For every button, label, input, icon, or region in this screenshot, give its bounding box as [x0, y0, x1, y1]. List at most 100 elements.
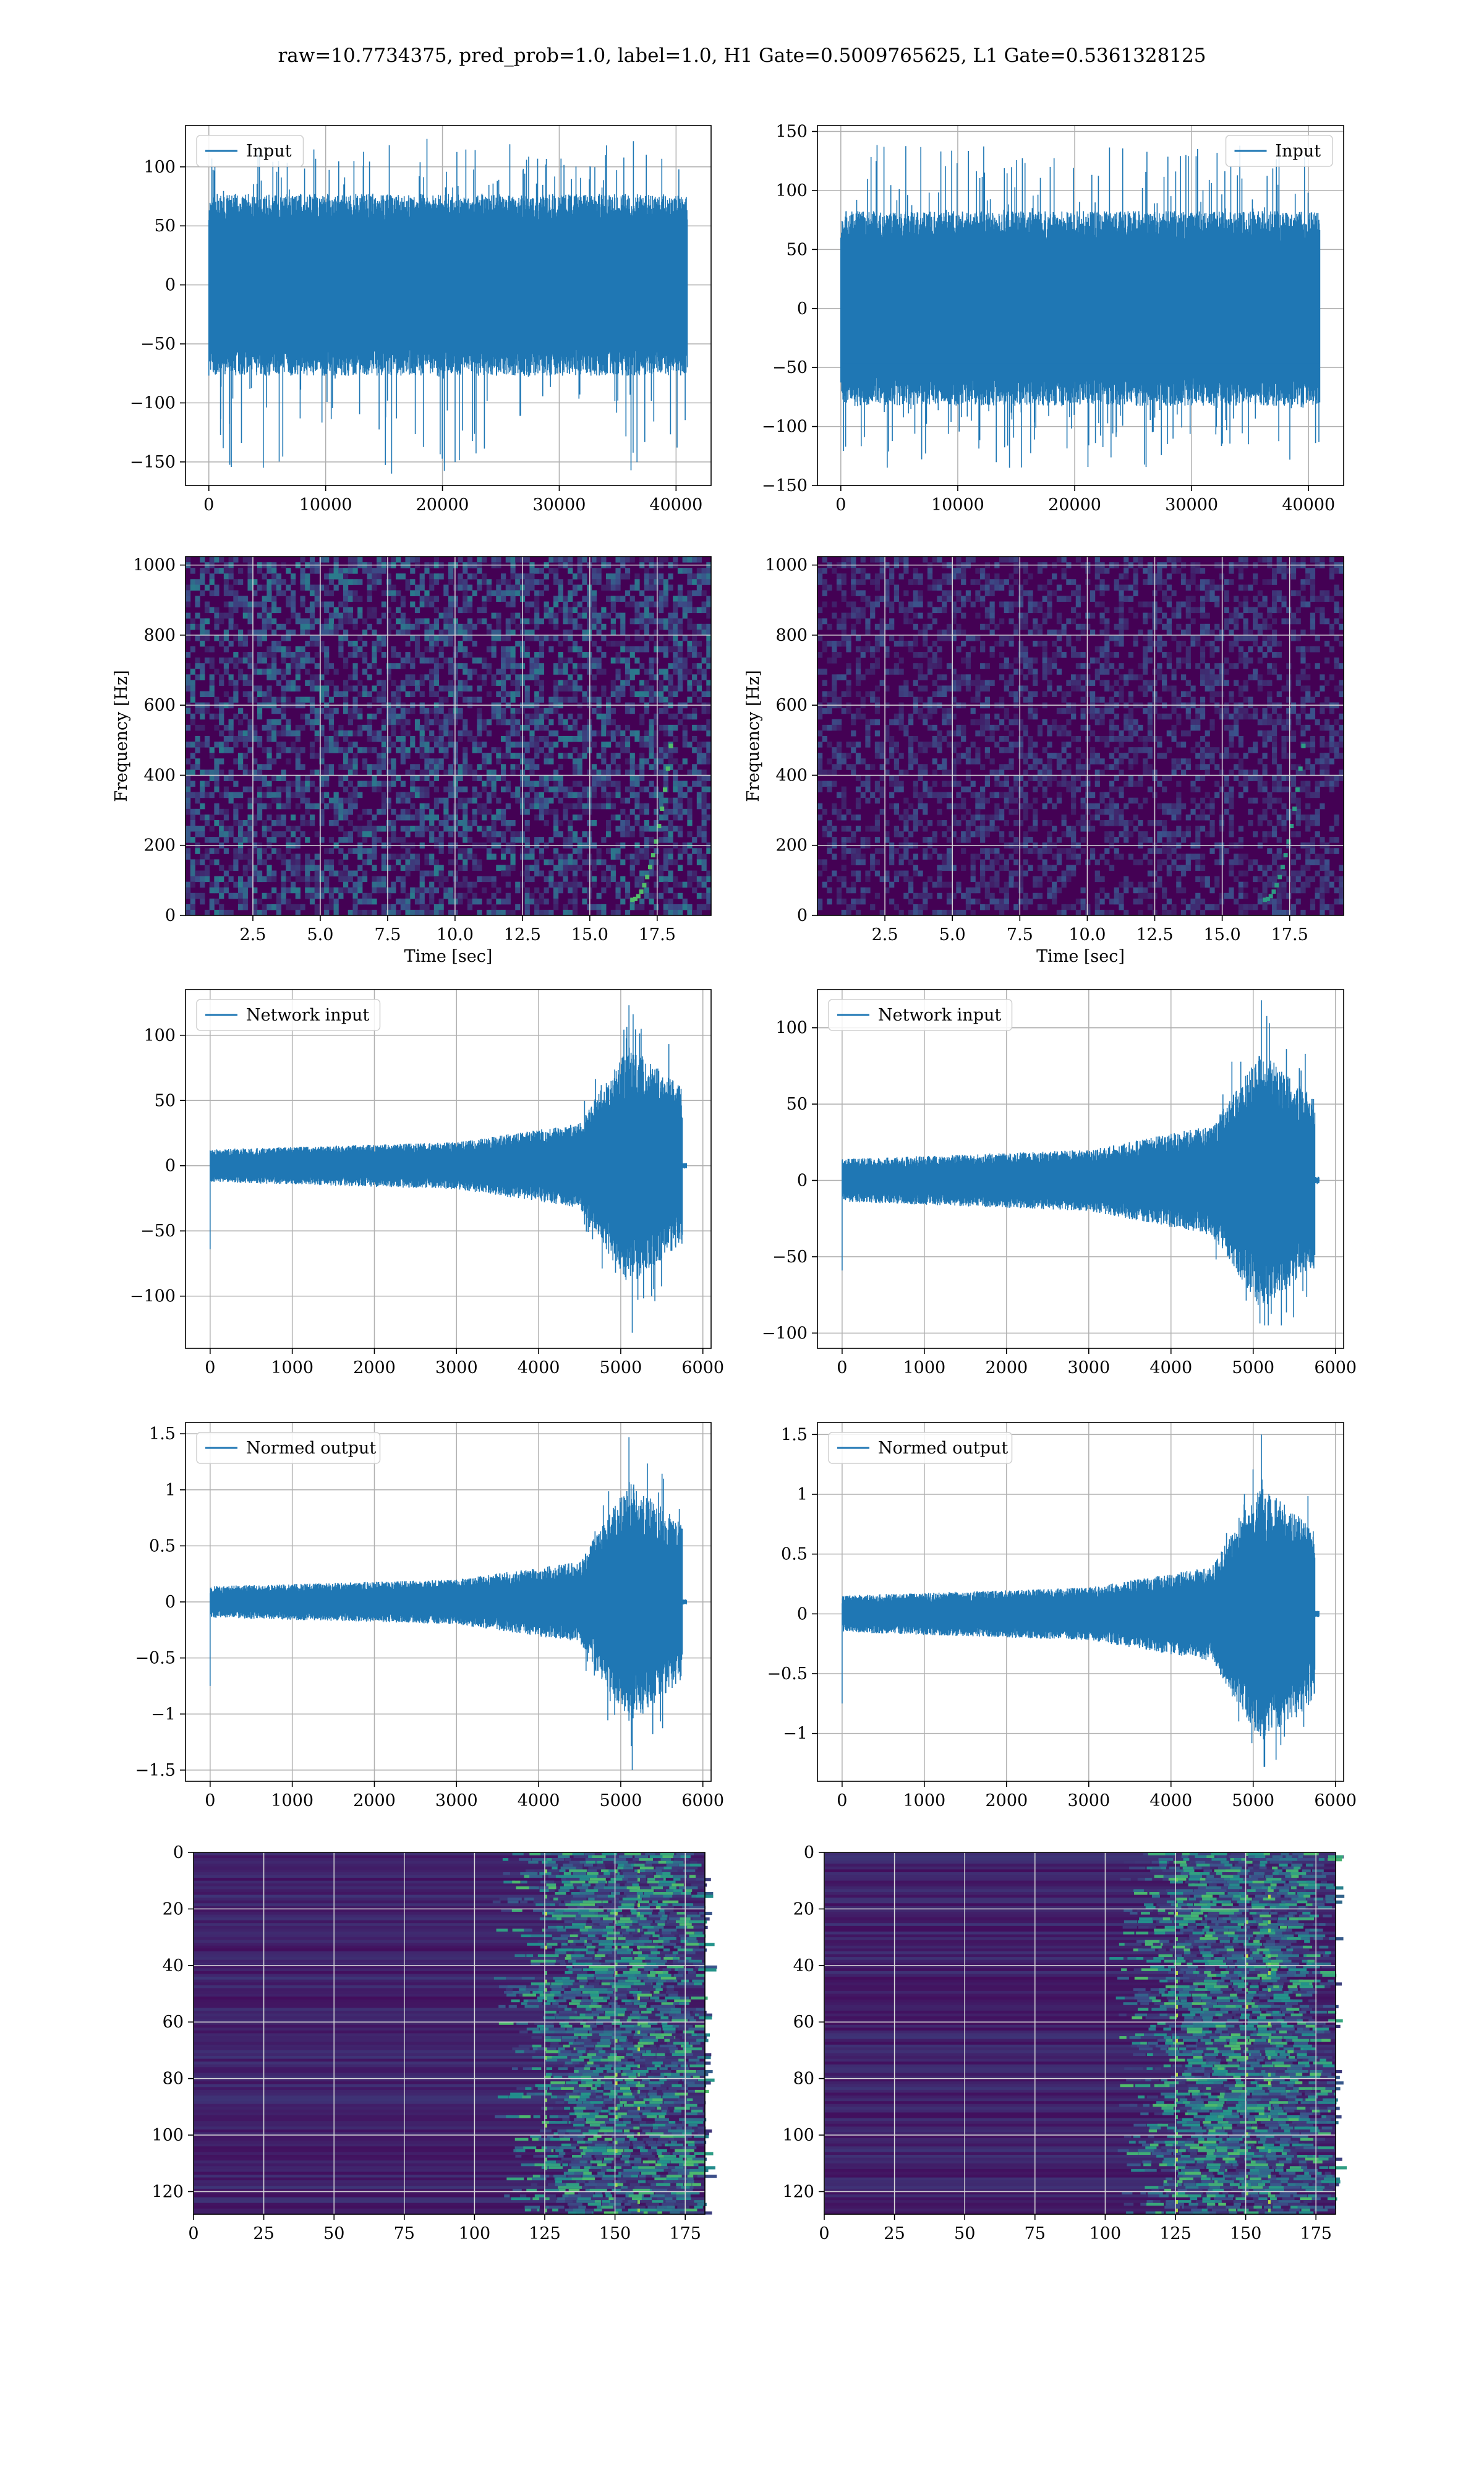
spectrogram-cell: [956, 803, 962, 810]
spectrogram-cell: [975, 831, 981, 837]
spectrogram-cell: [319, 769, 325, 776]
spectrogram-cell: [300, 557, 305, 563]
spectrogram-cell: [314, 892, 320, 899]
spectrogram-cell: [501, 669, 506, 675]
spectrogram-cell: [223, 786, 229, 793]
spectrogram-cell: [529, 573, 535, 580]
spectrogram-cell: [419, 674, 425, 680]
spectrogram-cell: [276, 854, 282, 860]
spectrogram-cell: [348, 797, 353, 804]
spectrogram-cell: [879, 623, 885, 630]
spectrogram-cell: [654, 786, 659, 793]
spectrogram-cell: [544, 601, 549, 608]
spectrogram-cell: [305, 859, 310, 865]
spectrogram-cell: [295, 618, 301, 625]
spectrogram-cell: [247, 696, 253, 703]
spectrogram-cell: [696, 724, 702, 731]
spectrogram-cell: [596, 803, 602, 810]
spectrogram-cell: [544, 803, 549, 810]
spectrogram-cell: [898, 601, 904, 608]
spectrogram-cell: [701, 669, 707, 675]
spectrogram-cell: [410, 635, 416, 641]
spectrogram-cell: [706, 652, 712, 658]
spectrogram-cell: [477, 775, 482, 781]
spectrogram-cell: [817, 730, 823, 737]
spectrogram-cell: [606, 742, 612, 748]
spectrogram-cell: [381, 887, 387, 894]
spectrogram-cell: [252, 848, 258, 854]
chirp-track: [654, 839, 659, 844]
spectrogram-cell: [663, 708, 668, 714]
spectrogram-cell: [433, 769, 440, 776]
spectrogram-cell: [639, 826, 645, 832]
spectrogram-cell: [247, 859, 253, 865]
spectrogram-cell: [377, 764, 382, 770]
spectrogram-cell: [419, 870, 425, 877]
spectrogram-cell: [860, 892, 866, 899]
spectrogram-cell: [1018, 584, 1024, 591]
spectrogram-cell: [572, 769, 578, 776]
spectrogram-cell: [343, 601, 349, 608]
spectrogram-cell: [1004, 820, 1009, 826]
spectrogram-cell: [501, 579, 506, 585]
spectrogram-cell: [649, 691, 654, 698]
spectrogram-cell: [396, 696, 401, 703]
spectrogram-cell: [333, 612, 339, 619]
spectrogram-cell: [980, 596, 986, 602]
spectrogram-cell: [568, 618, 573, 625]
spectrogram-cell: [233, 685, 239, 691]
spectrogram-cell: [186, 584, 191, 591]
spectrogram-cell: [195, 584, 200, 591]
spectrogram-cell: [410, 579, 416, 585]
spectrogram-cell: [644, 826, 650, 832]
spectrogram-cell: [558, 657, 563, 664]
spectrogram-cell: [625, 601, 631, 608]
spectrogram-cell: [195, 623, 200, 630]
spectrogram-cell: [204, 865, 210, 871]
spectrogram-cell: [558, 640, 563, 647]
spectrogram-cell: [391, 881, 396, 888]
spectrogram-cell: [970, 854, 976, 860]
spectrogram-cell: [381, 904, 387, 910]
spectrogram-cell: [827, 887, 832, 894]
spectrogram-cell: [544, 781, 549, 787]
spectrogram-cell: [228, 584, 234, 591]
spectrogram-cell: [851, 557, 856, 563]
spectrogram-cell: [946, 719, 952, 726]
spectrogram-cell: [352, 557, 358, 563]
spectrogram-cell: [984, 680, 991, 686]
spectrogram-cell: [257, 792, 263, 798]
spectrogram-cell: [195, 826, 200, 832]
spectrogram-cell: [429, 573, 435, 580]
spectrogram-cell: [391, 691, 396, 698]
spectrogram-cell: [692, 848, 697, 854]
spectrogram-cell: [649, 657, 654, 664]
spectrogram-cell: [247, 736, 253, 742]
spectrogram-cell: [482, 753, 487, 759]
spectrogram-cell: [319, 696, 325, 703]
spectrogram-cell: [956, 837, 962, 843]
spectrogram-cell: [851, 831, 856, 837]
spectrogram-cell: [204, 635, 210, 641]
spectrogram-cell: [946, 742, 952, 748]
spectrogram-cell: [553, 826, 559, 832]
spectrogram-cell: [338, 797, 344, 804]
spectrogram-cell: [927, 708, 933, 714]
spectrogram-cell: [841, 898, 846, 905]
spectrogram-cell: [596, 775, 602, 781]
spectrogram-cell: [961, 814, 966, 821]
spectrogram-cell: [682, 781, 688, 787]
spectrogram-cell: [433, 691, 440, 698]
spectrogram-cell: [242, 713, 248, 720]
spectrogram-cell: [405, 792, 411, 798]
spectrogram-cell: [223, 629, 229, 636]
spectrogram-cell: [314, 870, 320, 877]
spectrogram-cell: [918, 669, 923, 675]
spectrogram-cell: [281, 724, 286, 731]
spectrogram-cell: [879, 640, 885, 647]
spectrogram-cell: [610, 573, 616, 580]
spectrogram-cell: [410, 792, 416, 798]
spectrogram-cell: [505, 657, 511, 664]
spectrogram-cell: [524, 584, 530, 591]
spectrogram-cell: [219, 657, 224, 664]
